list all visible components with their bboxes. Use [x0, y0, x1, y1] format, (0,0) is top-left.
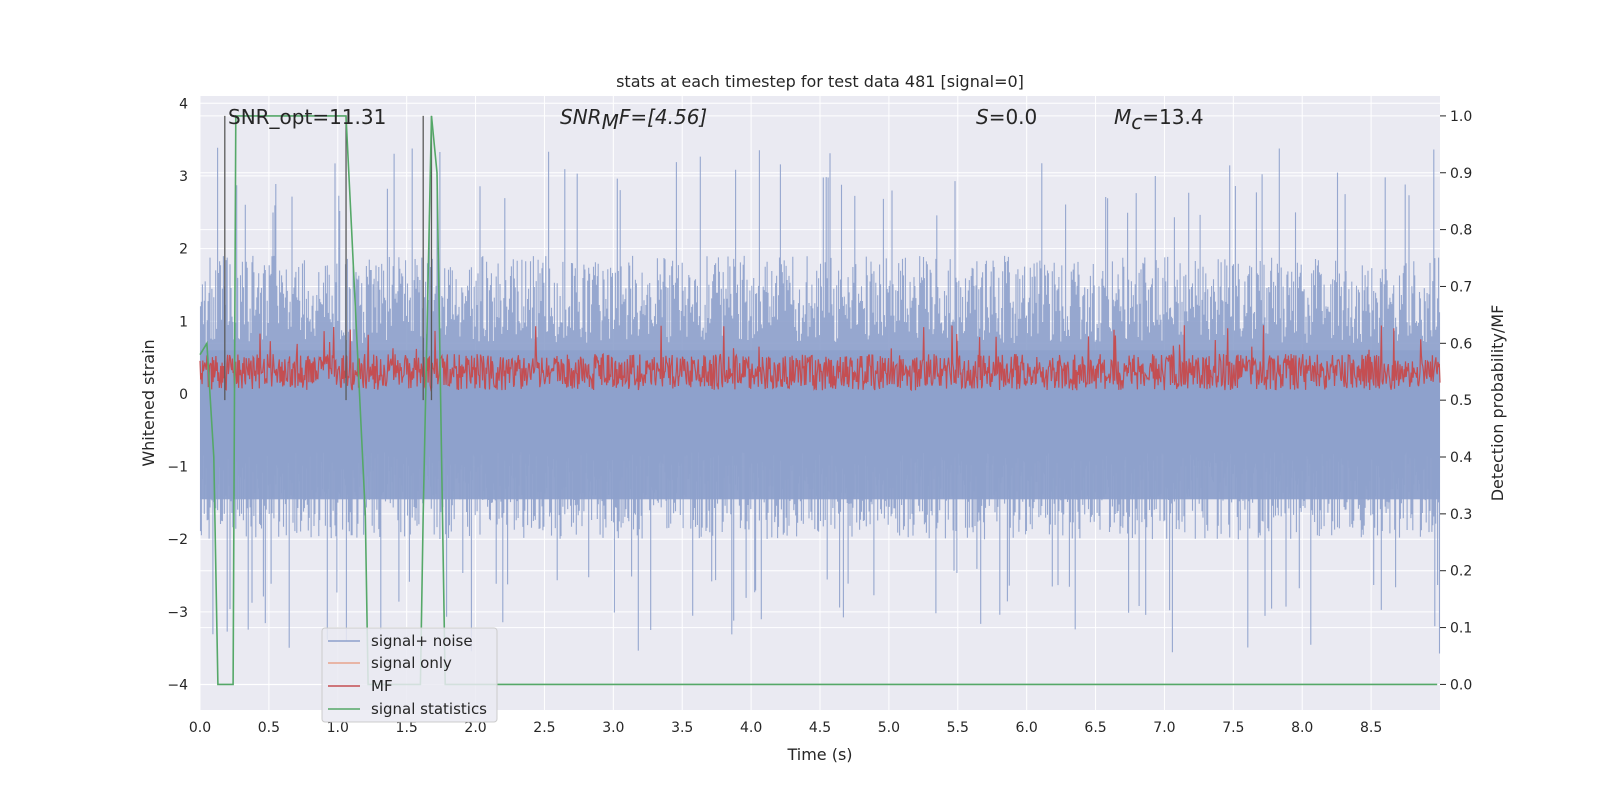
- x-tick-label: 5.0: [878, 720, 900, 736]
- y2-tick-label: 0.4: [1450, 450, 1472, 466]
- vertical-markers: [224, 115, 433, 401]
- y-tick-label: 3: [179, 169, 188, 185]
- x-tick-label: 2.0: [464, 720, 486, 736]
- y-axis-label: Whitened strain: [139, 339, 158, 466]
- chart-title: stats at each timestep for test data 481…: [616, 72, 1024, 91]
- mf-series: [199, 325, 1441, 392]
- y2-tick-label: 0.0: [1450, 677, 1472, 693]
- y2-tick-label: 0.8: [1450, 223, 1472, 239]
- annotation-s-base: S: [976, 105, 989, 129]
- x-tick-label: 1.5: [396, 720, 418, 736]
- y2-tick-label: 0.1: [1450, 621, 1472, 637]
- annotation-mc-rest: =13.4: [1142, 105, 1203, 129]
- y-tick-label: 1: [179, 314, 188, 330]
- y-tick-label: −1: [167, 460, 188, 476]
- y2-tick-label: 0.5: [1450, 393, 1472, 409]
- y2-tick-label: 0.2: [1450, 564, 1472, 580]
- x-tick-label: 7.0: [1153, 720, 1175, 736]
- y2-tick-label: 0.6: [1450, 336, 1472, 352]
- x-tick-label: 4.5: [809, 720, 831, 736]
- x-tick-label: 6.5: [1084, 720, 1106, 736]
- y2-tick-label: 0.7: [1450, 279, 1472, 295]
- x-tick-label: 0.5: [258, 720, 280, 736]
- y-tick-label: −2: [167, 532, 188, 548]
- mf-trace: [199, 325, 1441, 392]
- x-tick-label: 6.0: [1016, 720, 1038, 736]
- y-tick-label: 4: [179, 96, 188, 112]
- signal-statistics-series: [199, 115, 1438, 686]
- x-tick-label: 1.0: [327, 720, 349, 736]
- annotation-mc-base: M: [1114, 105, 1131, 129]
- y2-tick-label: 0.9: [1450, 166, 1472, 182]
- x-tick-label: 0.0: [189, 720, 211, 736]
- x-ticks: 0.0 0.5 1.0 1.5 2.0 2.5 3.0 3.5 4.0 4.5 5.0 5.5 6.0 6…: [189, 720, 1382, 736]
- annotation-snr-opt: SNR_opt=11.31: [228, 105, 386, 129]
- legend-label-signal-statistics: signal statistics: [371, 700, 487, 718]
- legend-label-mf: MF: [371, 677, 393, 695]
- legend-label-signal-noise: signal+ noise: [371, 632, 473, 650]
- signal-statistics-line: [199, 115, 1438, 686]
- y2-tick-label: 0.3: [1450, 507, 1472, 523]
- y-tick-label: 2: [179, 242, 188, 258]
- annotation-snr-mf: SNRMF=[4.56]: [560, 105, 707, 134]
- x-tick-label: 8.0: [1291, 720, 1313, 736]
- x-tick-label: 2.5: [533, 720, 555, 736]
- annotation-s-rest: =0.0: [989, 105, 1038, 129]
- x-tick-label: 5.5: [947, 720, 969, 736]
- annotation-snr-mf-sub: M: [602, 110, 619, 134]
- legend-box: [321, 627, 498, 723]
- y2-ticks: 0.0 0.1 0.2 0.3 0.4 0.5 0.6 0.7 0.8 0.9 1.0: [1440, 109, 1472, 693]
- annotation-mc: Mc=13.4: [1114, 105, 1204, 134]
- y-ticks: −4 −3 −2 −1 0 1 2 3 4: [167, 96, 188, 693]
- x-tick-label: 4.0: [740, 720, 762, 736]
- annotation-s: S=0.0: [976, 105, 1037, 129]
- y2-axis-label: Detection probability/MF: [1488, 305, 1507, 502]
- y-tick-label: −4: [167, 678, 188, 694]
- annotation-snr-mf-base: SNR: [560, 105, 602, 129]
- y-tick-label: −3: [167, 605, 188, 621]
- x-tick-label: 7.5: [1222, 720, 1244, 736]
- legend-label-signal-only: signal only: [371, 654, 452, 672]
- annotation-snr-mf-rest: F=[4.56]: [619, 105, 707, 129]
- x-tick-label: 3.5: [671, 720, 693, 736]
- x-axis-label: Time (s): [786, 745, 852, 764]
- x-tick-label: 3.0: [602, 720, 624, 736]
- legend: signal+ noise signal only MF signal stat…: [321, 627, 498, 723]
- annotation-mc-sub: c: [1131, 110, 1142, 134]
- x-tick-label: 8.5: [1360, 720, 1382, 736]
- y2-tick-label: 1.0: [1450, 109, 1472, 125]
- y-tick-label: 0: [179, 387, 188, 403]
